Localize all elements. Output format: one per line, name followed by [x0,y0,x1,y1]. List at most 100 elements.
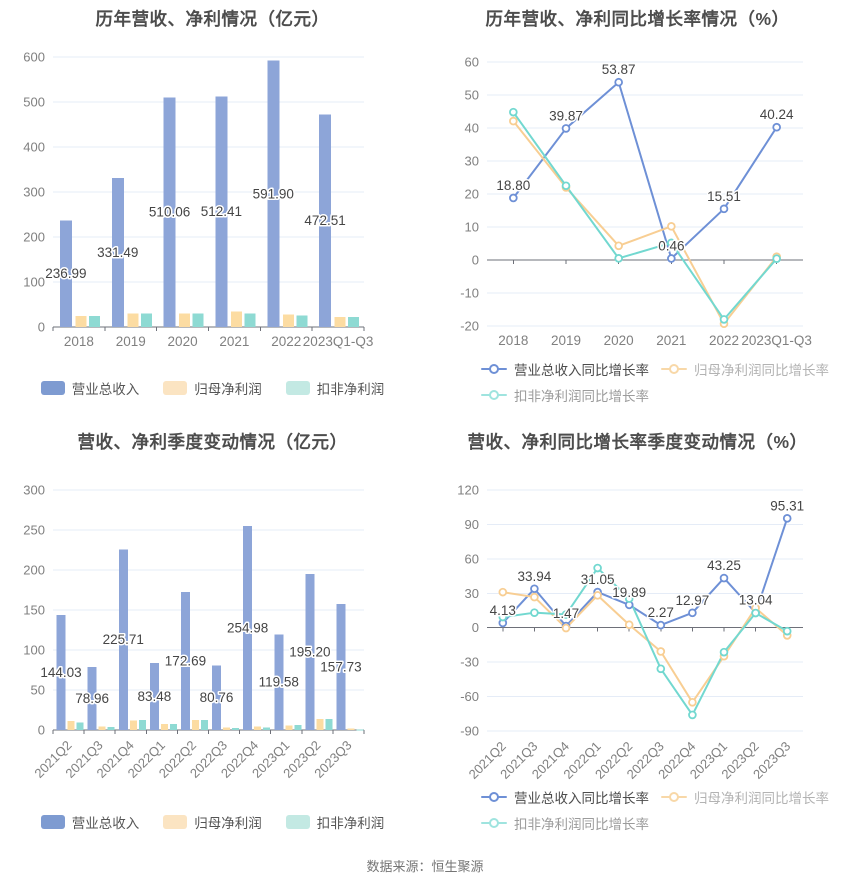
bar-归母净利润 [282,314,294,327]
bar-value-label: 510.06 [149,205,190,220]
legend-swatch [163,381,188,395]
bar-营业总收入 [243,526,253,730]
legend-item[interactable]: 扣非净利润同比增长率 [481,813,649,833]
data-point [509,116,518,126]
y-axis-tick-label: 60 [465,551,479,566]
bar-value-label: 225.71 [103,632,144,647]
legend-item[interactable]: 扣非净利润同比增长率 [481,385,649,405]
data-point [656,647,666,656]
bar-扣非净利润 [138,720,146,730]
y-axis-tick-label: 300 [23,185,45,200]
point-value-label: 40.24 [760,107,794,122]
bar-营业总收入 [59,220,72,327]
bar-扣非净利润 [169,724,177,730]
line-扣非净利润同比增长率 [501,567,789,716]
legend-label: 归母净利润 [194,382,262,397]
bar-归母净利润 [160,724,168,730]
x-axis-tick-label: 2018 [498,333,528,348]
legend-label: 归母净利润同比增长率 [694,363,829,378]
legend-item[interactable]: 归母净利润 [163,378,262,398]
point-value-label: 19.89 [612,585,646,600]
legend-line-icon [661,792,687,802]
x-axis-tick-label: 2019 [551,333,581,348]
bar-value-label: 157.73 [320,659,361,674]
bar-营业总收入 [274,634,284,730]
point-value-label: 2.27 [648,605,674,620]
bar-归母净利润 [75,316,87,327]
line-归母净利润同比增长率 [501,591,789,704]
x-axis-tick-label: 2019 [116,334,146,349]
bar-归母净利润 [179,313,191,327]
data-point [561,181,571,191]
bar-营业总收入 [111,177,124,327]
legend-label: 营业总收入 [71,816,140,831]
legend-label: 归母净利润 [194,816,262,831]
point-value-label: 0.46 [658,238,684,253]
legend-item[interactable]: 营业总收入同比增长率 [481,787,649,807]
point-value-label: 53.87 [602,62,636,77]
bar-扣非净利润 [200,719,208,730]
bar-value-label: 144.03 [40,665,81,680]
data-point [667,238,676,248]
y-axis-tick-label: 400 [23,140,45,155]
point-value-label: 33.94 [518,569,552,584]
point-value-label: 18.80 [496,178,530,193]
legend-item[interactable]: 营业总收入 [40,812,140,832]
bar-扣非净利润 [244,313,256,327]
bar-扣非净利润 [192,313,204,327]
x-axis-tick-label: 2023Q1-Q3 [303,334,374,349]
data-point [498,587,508,597]
bar-营业总收入 [215,96,228,327]
bar-扣非净利润 [88,316,100,327]
legend-label: 营业总收入同比增长率 [514,791,649,806]
point-value-label: 1.47 [553,606,579,621]
data-point [656,620,666,630]
legend-item[interactable]: 归母净利润 [163,812,262,832]
bar-扣非净利润 [107,726,115,730]
bar-value-label: 172.69 [165,653,206,668]
chart-legend: 营业总收入同比增长率 归母净利润同比增长率 扣非净利润同比增长率 [481,787,829,833]
legend-item[interactable]: 归母净利润同比增长率 [661,359,829,379]
data-point [614,77,623,87]
data-point [688,608,697,618]
bar-归母净利润 [67,720,75,730]
legend-item[interactable]: 营业总收入 [40,378,140,398]
data-point [530,608,539,617]
bar-归母净利润 [254,726,262,730]
legend-swatch [285,381,310,395]
legend-item[interactable]: 扣非净利润 [285,378,384,398]
chart-quarterly-revenue-net-profit: 0 50 100 150 200 250 300 2021Q2 2021Q3 2021Q4 2022… [0,420,425,865]
y-axis-tick-label: 300 [23,483,45,498]
point-value-label: 4.13 [490,603,516,618]
chart-annual-growth-rate: -20 -10 0 10 20 30 40 50 60 2018 2019 2020 2021 2022 2… [425,0,850,420]
bar-归母净利润 [285,725,293,730]
legend-label: 营业总收入 [71,382,140,397]
legend-item[interactable]: 营业总收入同比增长率 [481,359,649,379]
chart-title: 历年营收、净利情况（亿元） [95,9,330,29]
x-axis-tick-label: 2023Q1-Q3 [741,333,812,348]
point-value-label: 12.97 [676,593,710,608]
legend-item[interactable]: 归母净利润同比增长率 [661,787,829,807]
y-axis-tick-label: 10 [465,220,479,235]
data-point [593,591,602,600]
legend-swatch [40,381,65,395]
bar-value-label: 80.76 [200,690,234,705]
x-axis-tick-label: 2021 [656,333,686,348]
y-axis-tick-label: 50 [465,88,479,103]
legend-line-icon [661,364,687,374]
legend-marker-ring [669,364,679,374]
data-point [656,664,666,674]
line-归母净利润同比增长率 [512,120,778,325]
legend-label: 扣非净利润同比增长率 [514,817,649,832]
bar-营业总收入 [56,614,66,730]
data-point [782,626,792,636]
point-value-label: 13.04 [739,593,773,608]
y-axis-tick-label: 90 [465,517,479,532]
y-axis-tick-label: -10 [460,286,479,301]
y-axis-tick-label: 0 [38,723,45,738]
data-point [667,254,676,263]
bar-value-label: 331.49 [97,245,138,260]
legend-swatch [40,815,65,829]
chart-legend: 营业总收入 归母净利润 扣非净利润 [0,378,425,398]
legend-item[interactable]: 扣非净利润 [285,812,384,832]
